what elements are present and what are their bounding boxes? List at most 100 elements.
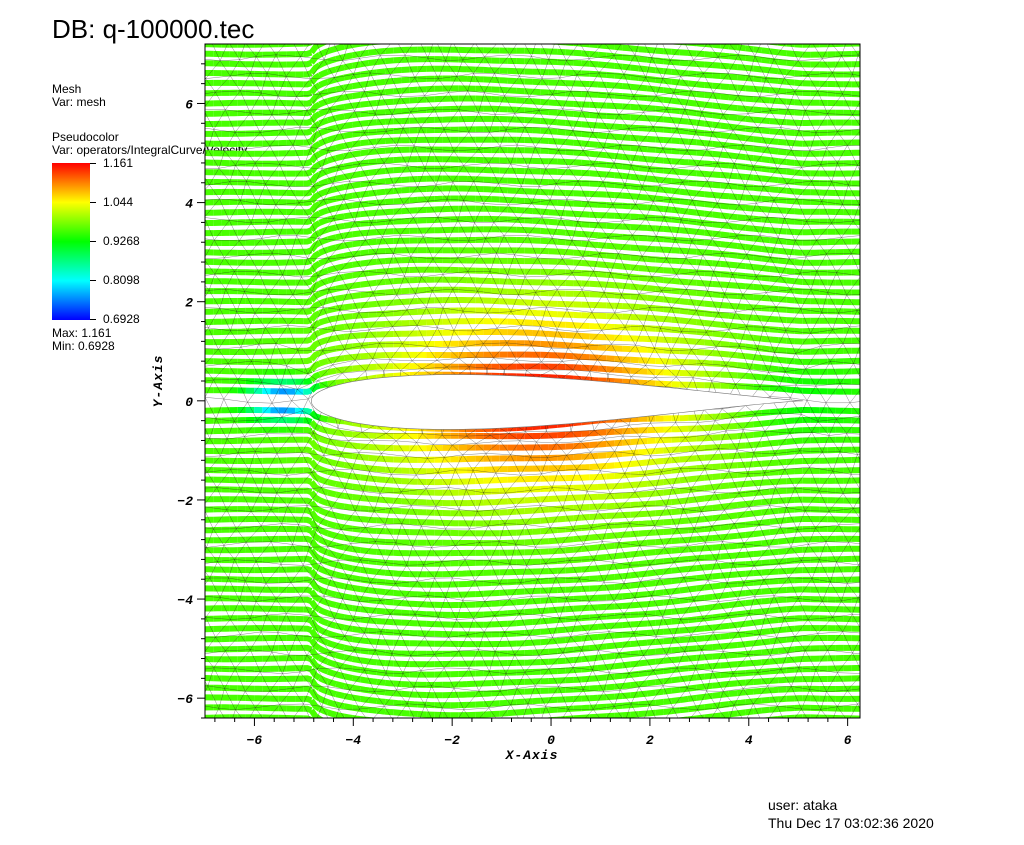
streamline-segment xyxy=(483,690,492,697)
streamline-segment xyxy=(581,634,591,642)
streamline-segment xyxy=(335,94,345,103)
streamline-segment xyxy=(777,636,787,644)
streamline-segment xyxy=(335,552,345,561)
streamline-segment xyxy=(761,175,771,183)
streamline-segment xyxy=(393,487,402,495)
streamline-segment xyxy=(720,122,730,130)
streamline-segment xyxy=(335,123,345,131)
streamline-segment xyxy=(794,368,803,375)
streamline-segment xyxy=(556,119,566,126)
streamline-segment xyxy=(573,546,582,553)
pseudocolor-legend-var: Var: operators/IntegralCurve/Velocity xyxy=(52,143,248,157)
streamline-segment xyxy=(680,729,688,730)
streamline-segment xyxy=(704,310,713,318)
streamline-segment xyxy=(303,198,313,206)
streamline-segment xyxy=(712,633,722,641)
streamline-segment xyxy=(630,244,640,252)
streamline-segment xyxy=(360,705,370,713)
streamline-segment xyxy=(597,161,607,168)
streamline-segment xyxy=(638,203,648,211)
streamline-segment xyxy=(753,283,763,291)
streamline-segment xyxy=(597,513,607,520)
streamline-segment xyxy=(753,314,763,322)
streamline-segment xyxy=(671,97,681,105)
streamline-segment xyxy=(622,202,631,210)
streamline-segment xyxy=(777,418,787,425)
streamline-segment xyxy=(309,281,322,294)
streamline-segment xyxy=(318,216,329,226)
streamline-segment xyxy=(720,250,730,258)
streamline-segment xyxy=(393,299,402,306)
streamline-segment xyxy=(351,150,362,158)
streamline-segment xyxy=(745,204,754,212)
streamline-segment xyxy=(589,614,599,621)
streamline-segment xyxy=(384,278,394,285)
streamline-segment xyxy=(606,745,614,746)
streamline-segment xyxy=(638,294,648,301)
streamline-segment xyxy=(335,481,345,489)
streamline-segment xyxy=(794,546,803,554)
streamline-segment xyxy=(655,256,664,263)
streamline-segment xyxy=(728,422,738,430)
streamline-segment xyxy=(303,227,313,235)
streamline-segment xyxy=(532,227,541,234)
streamline-segment xyxy=(309,161,322,174)
streamline-segment xyxy=(581,343,591,350)
streamline-segment xyxy=(614,583,623,591)
streamline-segment xyxy=(745,283,754,290)
streamline-segment xyxy=(745,688,754,696)
streamline-segment xyxy=(769,686,779,694)
streamline-segment xyxy=(384,579,394,587)
streamline-segment xyxy=(361,730,369,731)
streamline-segment xyxy=(343,272,353,280)
streamline-segment xyxy=(777,705,787,712)
streamline-segment xyxy=(581,430,591,437)
streamline-segment xyxy=(524,197,533,205)
streamline-segment xyxy=(630,640,640,647)
streamline-segment xyxy=(368,648,378,656)
streamline-segment xyxy=(761,335,771,343)
streamline-segment xyxy=(581,514,591,521)
streamline-segment xyxy=(736,214,746,221)
streamline-segment xyxy=(622,282,632,290)
streamline-segment xyxy=(663,167,672,175)
streamline-segment xyxy=(728,312,738,320)
streamline-segment xyxy=(646,125,656,133)
streamline-segment xyxy=(622,461,632,468)
streamline-segment xyxy=(646,600,656,608)
streamline-segment xyxy=(318,147,329,157)
streamline-segment xyxy=(679,636,689,644)
streamline-segment xyxy=(696,348,705,356)
streamline-segment xyxy=(769,578,779,585)
streamline-segment xyxy=(581,376,591,383)
streamline-segment xyxy=(376,268,386,276)
streamline-segment xyxy=(671,707,681,715)
streamline-segment xyxy=(786,139,795,147)
streamline-segment xyxy=(696,474,705,482)
streamline-segment xyxy=(614,133,623,141)
streamline-segment xyxy=(303,247,313,255)
streamline-segment xyxy=(376,209,386,216)
streamline-segment xyxy=(614,672,623,680)
streamline-segment xyxy=(548,527,558,534)
streamline-segment xyxy=(655,538,664,546)
streamline-segment xyxy=(351,260,362,268)
streamline-segment xyxy=(556,626,566,634)
streamline-segment xyxy=(308,579,322,592)
streamline-segment xyxy=(663,637,672,645)
streamline-segment xyxy=(409,298,419,305)
streamline-segment xyxy=(728,552,738,559)
streamline-segment xyxy=(335,333,345,342)
streamline-segment xyxy=(630,203,640,210)
streamline-segment xyxy=(343,303,353,311)
streamline-segment xyxy=(581,240,591,248)
streamline-segment xyxy=(303,665,313,673)
streamline-segment xyxy=(318,168,329,178)
color-scale-tick-label: 1.044 xyxy=(103,195,134,209)
streamline-segment xyxy=(368,548,378,555)
streamline-segment xyxy=(524,207,533,215)
streamline-segment xyxy=(532,208,541,215)
streamline-segment xyxy=(326,165,337,174)
streamline-segment xyxy=(499,599,509,607)
streamline-segment xyxy=(696,149,705,157)
